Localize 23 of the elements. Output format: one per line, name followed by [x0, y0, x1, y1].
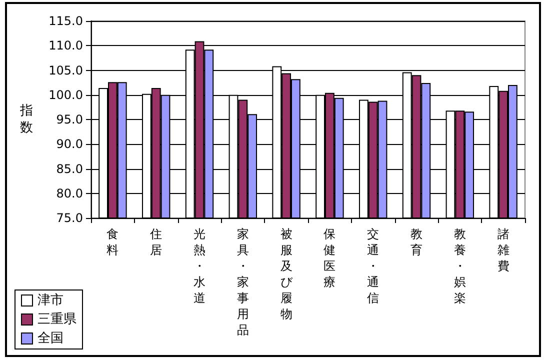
y-tick-label: 100.0 [48, 88, 83, 102]
y-axis-title: 指数 [19, 104, 33, 136]
y-tick-label: 90.0 [56, 137, 83, 152]
x-tick-label: 教育 [410, 227, 422, 257]
y-tick-label: 105.0 [48, 63, 83, 78]
x-tick-label: 住居 [149, 227, 162, 257]
y-tick-label: 85.0 [56, 162, 83, 176]
y-tick-label: 95.0 [56, 112, 83, 126]
x-tick-label: 保健医療 [324, 227, 336, 289]
y-tick-label: 110.0 [48, 38, 83, 53]
x-tick-label: 交通・通信 [367, 227, 380, 305]
x-tick-label: 諸雑費 [497, 227, 510, 273]
y-tick-label: 80.0 [56, 186, 83, 200]
x-tick-label: 家具・家事用品 [236, 227, 249, 337]
x-tick-label: 光熱・水道 [194, 227, 206, 305]
legend-label: 津市 [38, 293, 64, 308]
x-tick-label: 被服及び履物 [280, 227, 294, 321]
x-tick-label: 食料 [106, 227, 119, 257]
x-tick-label: 教養・娯楽 [454, 227, 466, 305]
legend-label: 全国 [38, 331, 64, 346]
y-tick-label: 75.0 [56, 211, 83, 225]
legend-label: 三重県 [38, 312, 76, 327]
y-tick-label: 115.0 [48, 14, 83, 28]
